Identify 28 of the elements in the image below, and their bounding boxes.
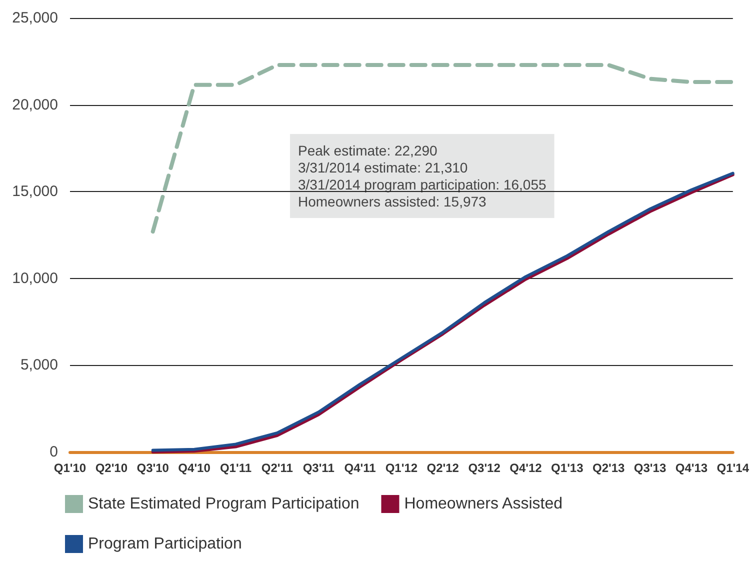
y-tick-label: 15,000 xyxy=(12,183,58,200)
x-tick-label: Q2'10 xyxy=(95,461,128,475)
x-tick-label: Q4'13 xyxy=(675,461,708,475)
y-tick-label: 20,000 xyxy=(12,96,58,114)
x-tick-label: Q4'11 xyxy=(344,461,376,475)
x-tick-label: Q1'11 xyxy=(220,461,252,475)
x-tick-label: Q3'11 xyxy=(302,461,335,475)
y-tick-label: 25,000 xyxy=(12,10,58,26)
x-tick-label: Q4'10 xyxy=(178,461,211,475)
x-tick-label: Q3'13 xyxy=(634,461,666,475)
y-tick-label: 0 xyxy=(50,444,58,460)
legend-label: Program Participation xyxy=(88,536,242,552)
x-tick-label: Q1'12 xyxy=(385,461,418,475)
x-tick-label: Q1'10 xyxy=(54,461,86,475)
x-tick-label: Q3'10 xyxy=(136,461,170,475)
x-tick-label: Q1'14 xyxy=(716,461,750,475)
annotation: Peak estimate: 22,290 3/31/2014 estimate: 21,310 3/31/2014 program participation: 16,055 Homeowners assisted: 15,973 xyxy=(298,142,546,210)
x-tick-label: Q2'12 xyxy=(426,461,460,475)
y-tick-label: 5,000 xyxy=(20,356,58,374)
x-tick-label: Q4'12 xyxy=(510,461,542,475)
y-tick-label: 10,000 xyxy=(12,270,58,287)
x-tick-label: Q3'12 xyxy=(468,461,501,475)
x-tick-label: Q2'13 xyxy=(592,461,626,475)
x-tick-label: Q1'13 xyxy=(551,461,584,475)
legend-label: Homeowners Assisted xyxy=(404,496,563,512)
legend-label: State Estimated Program Participation xyxy=(88,496,360,512)
x-tick-label: Q2'11 xyxy=(261,461,294,475)
line-series xyxy=(150,63,735,234)
